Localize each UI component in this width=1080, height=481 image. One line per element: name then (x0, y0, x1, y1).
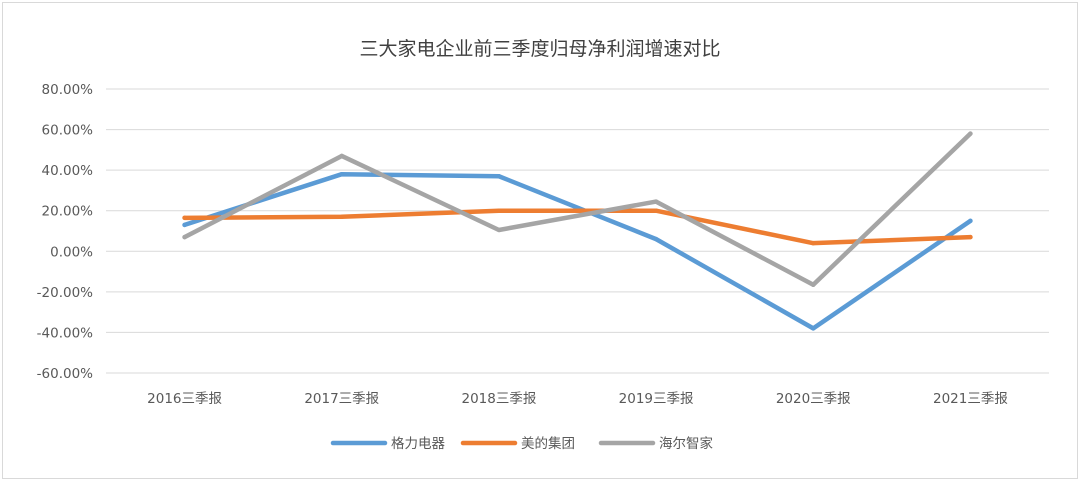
y-tick-label: 40.00% (42, 163, 94, 179)
chart-title: 三大家电企业前三季度归母净利润增速对比 (359, 38, 720, 60)
data-point (653, 208, 659, 213)
legend: 格力电器 美的集团 海尔智家 (330, 435, 713, 452)
data-point (496, 174, 502, 179)
x-tick-label: 2021三季报 (933, 391, 1008, 407)
x-tick-label: 2016三季报 (147, 391, 222, 407)
series-line-1 (182, 208, 973, 246)
y-tick-label: -60.00% (37, 366, 94, 382)
x-tick-label: 2019三季报 (619, 391, 694, 407)
y-tick-label: -20.00% (37, 285, 94, 301)
y-tick-label: -40.00% (37, 325, 94, 341)
y-tick-label: 80.00% (42, 82, 94, 98)
data-point (339, 214, 344, 219)
legend-label: 海尔智家 (659, 435, 713, 452)
x-tick-label: 2020三季报 (776, 391, 851, 407)
series-line-2 (182, 131, 973, 288)
data-point (968, 131, 973, 136)
data-point (339, 153, 344, 159)
x-tick-label: 2018三季报 (461, 391, 536, 407)
data-point (182, 215, 187, 221)
series-line-0 (182, 171, 973, 331)
data-point (811, 240, 816, 246)
data-point (182, 222, 187, 228)
y-axis-tick-labels: 80.00% 60.00% 40.00% 20.00% 0.00% -20.00% -40.… (37, 82, 94, 382)
series-lines (182, 131, 973, 331)
legend-label: 格力电器 (391, 436, 445, 452)
data-point (653, 199, 659, 204)
y-tick-label: 0.00% (50, 244, 93, 260)
legend-label: 美的集团 (521, 436, 575, 452)
data-point (653, 236, 659, 242)
data-point (968, 218, 973, 224)
data-point (811, 326, 816, 331)
y-tick-label: 60.00% (42, 123, 94, 139)
data-point (496, 227, 502, 233)
data-point (968, 234, 973, 240)
x-axis-tick-labels: 2016三季报 2017三季报 2018三季报 2019三季报 2020三季报 2021三… (147, 391, 1008, 407)
y-tick-label: 20.00% (42, 204, 94, 220)
line-chart: 三大家电企业前三季度归母净利润增速对比 80.00% 60.00% 40.00% 20… (37, 38, 1049, 452)
data-point (339, 172, 344, 177)
data-point (811, 282, 816, 287)
data-point (496, 208, 502, 213)
grid-lines (106, 88, 1049, 374)
x-tick-label: 2017三季报 (304, 391, 379, 407)
data-point (182, 234, 187, 240)
